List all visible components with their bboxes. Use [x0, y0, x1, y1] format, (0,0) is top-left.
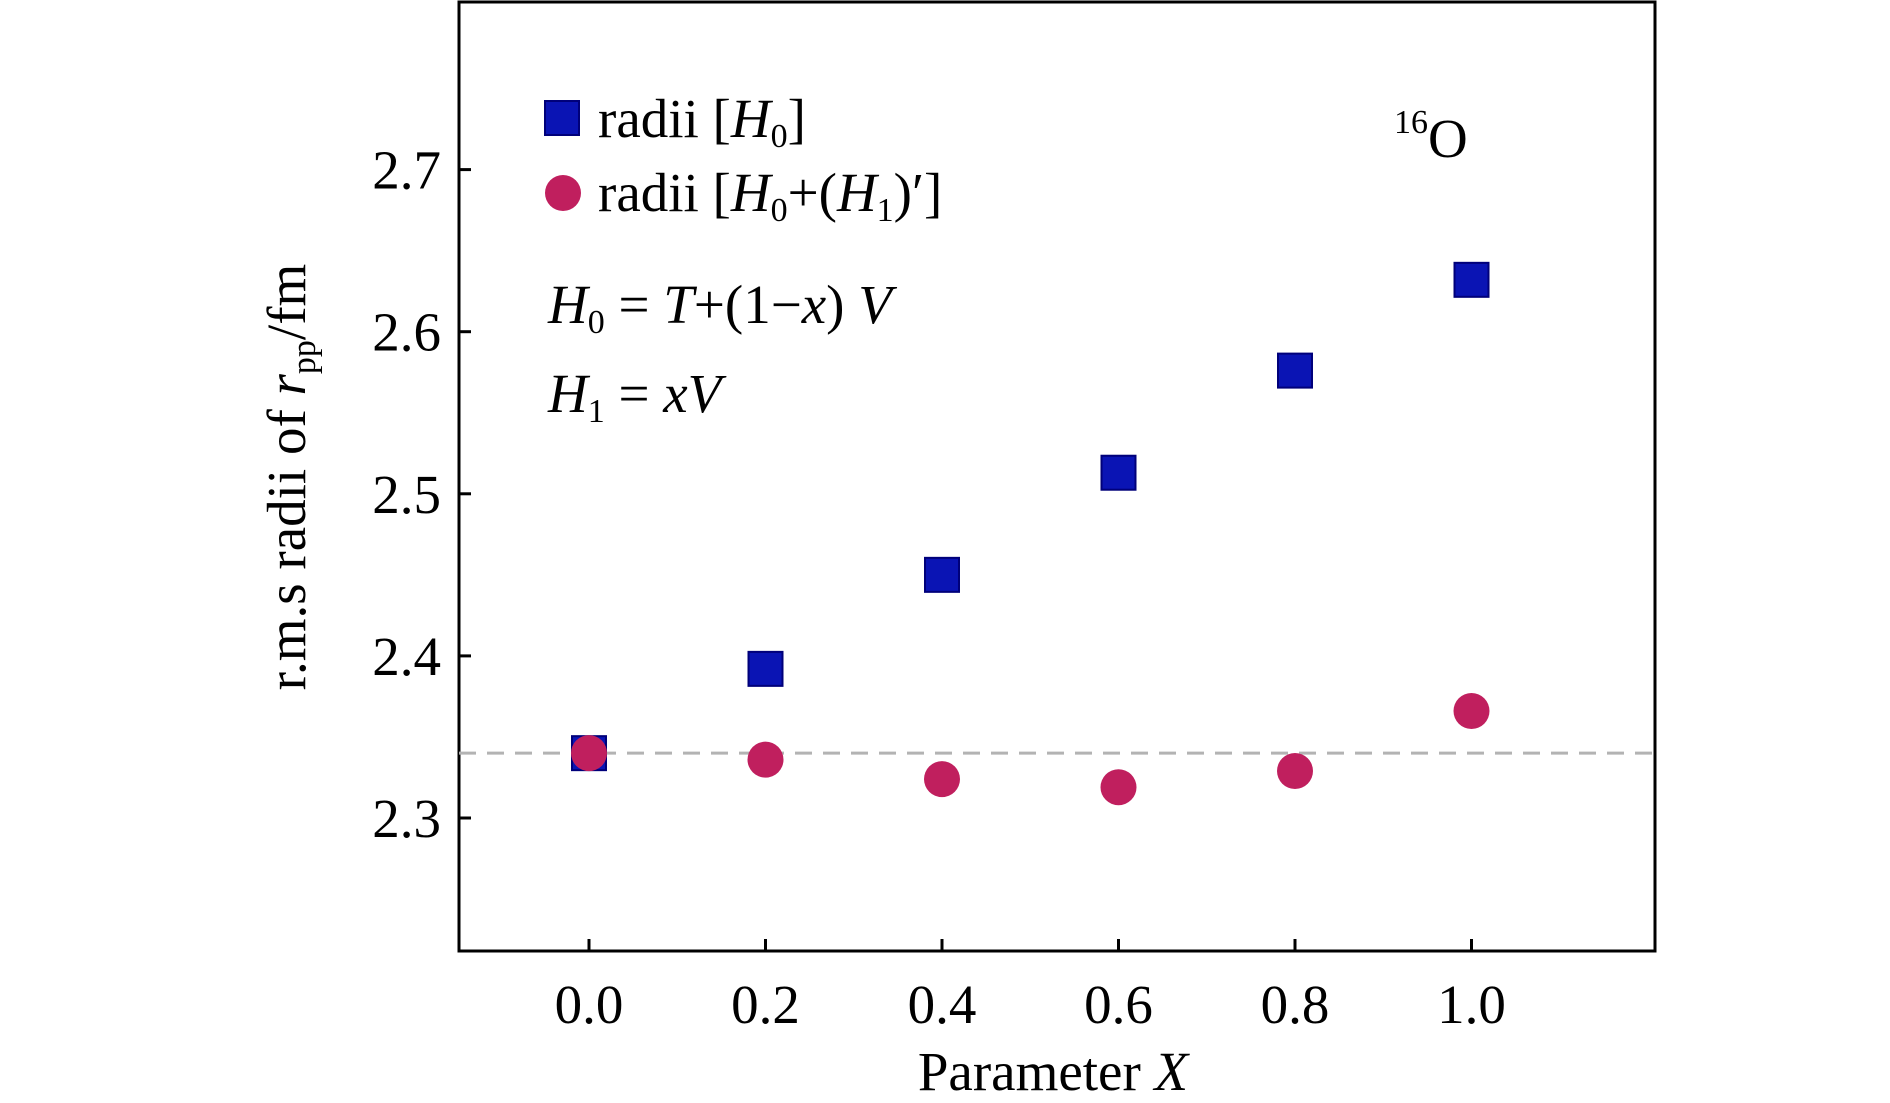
data-point-square: [1100, 454, 1137, 491]
series-1: [571, 261, 1490, 772]
equation-h0: H0 = T+(1−x) V: [547, 274, 897, 341]
data-point-square: [747, 650, 784, 687]
x-tick-label: 0.0: [555, 974, 624, 1035]
legend-label-h0-h1: radii [H0+(H1)′]: [598, 162, 942, 229]
x-axis-label: Parameter X: [918, 1041, 1191, 1102]
y-tick-label: 2.3: [372, 788, 441, 849]
series-group: [571, 261, 1490, 806]
legend-label-h0: radii [H0]: [598, 88, 806, 155]
y-tick-label: 2.5: [372, 464, 441, 525]
data-point-square: [1453, 261, 1490, 298]
x-tick-label: 0.2: [731, 974, 800, 1035]
y-tick-label: 2.4: [372, 626, 441, 687]
y-tick-label: 2.7: [372, 140, 441, 201]
legend-marker-square: [544, 100, 580, 136]
data-point-square: [1277, 352, 1313, 389]
x-tick-label: 0.6: [1084, 974, 1153, 1035]
x-axis-ticks: 0.0 0.2 0.4 0.6 0.8 1.0: [555, 939, 1506, 1035]
data-point-circle: [924, 761, 960, 798]
series-2: [571, 693, 1490, 806]
data-point-circle: [571, 735, 607, 772]
nucleus-label: 16O: [1394, 104, 1468, 169]
plot-frame: [457, 0, 1657, 953]
y-tick-label: 2.6: [372, 302, 441, 363]
data-point-circle: [747, 741, 784, 778]
x-tick-label: 0.8: [1261, 974, 1330, 1035]
data-point-circle: [1100, 769, 1137, 806]
y-axis-ticks: 2.3 2.4 2.5 2.6 2.7: [372, 140, 471, 849]
legend-marker-circle: [545, 175, 581, 211]
x-tick-label: 1.0: [1437, 974, 1506, 1035]
x-tick-label: 0.4: [908, 974, 977, 1035]
data-point-circle: [1453, 693, 1490, 730]
y-axis-label: r.m.s radii of rpp/fm: [256, 264, 323, 691]
data-point-square: [924, 556, 960, 593]
equation-h1: H1 = xV: [547, 363, 727, 430]
data-point-circle: [1277, 752, 1313, 789]
legend: radii [H0] radii [H0+(H1)′]: [544, 88, 942, 229]
